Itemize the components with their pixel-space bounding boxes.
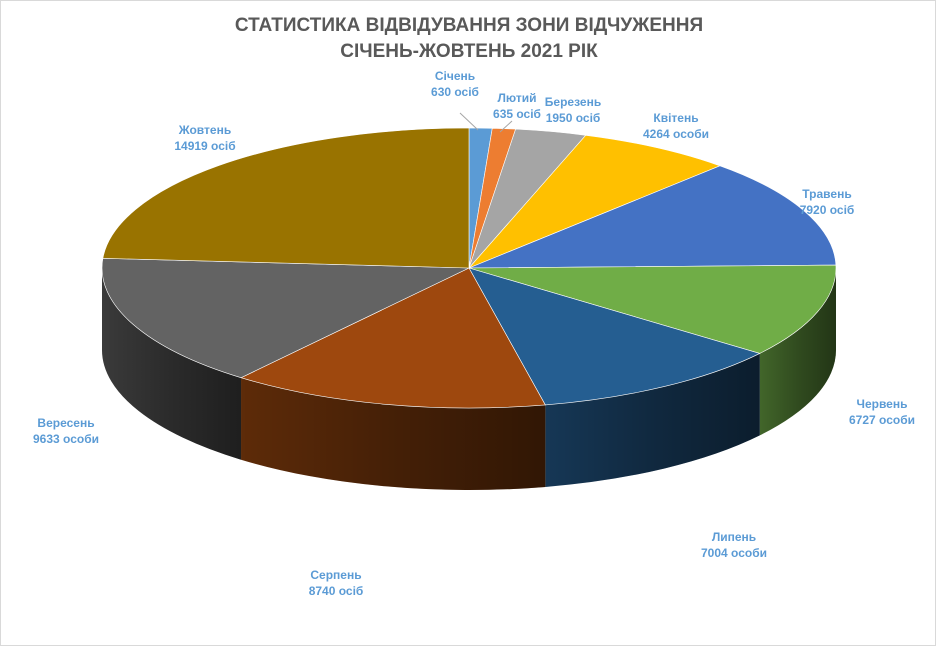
pie-side-shade-6	[545, 353, 760, 487]
pie-slice-Серпень	[240, 267, 546, 409]
pie-slice-Липень	[468, 267, 761, 406]
pie-slice-Травень	[468, 165, 837, 269]
data-label-name: Жовтень	[178, 123, 231, 137]
data-label-value: 14919 осіб	[174, 139, 235, 153]
data-label-value: 7004 особи	[701, 546, 767, 560]
pie-slice-Жовтень	[102, 127, 470, 269]
data-label-name: Вересень	[37, 416, 94, 430]
data-label-name: Лютий	[498, 91, 537, 105]
data-label-value: 635 осіб	[493, 107, 541, 121]
data-label-name: Березень	[545, 95, 601, 109]
data-label-value: 630 осіб	[431, 85, 479, 99]
pie-slice-Вересень	[101, 258, 470, 379]
data-label-name: Травень	[802, 187, 851, 201]
data-label-value: 1950 осіб	[546, 111, 601, 125]
pie-side-shade-7	[241, 377, 546, 490]
data-label-value: 6727 особи	[849, 413, 915, 427]
pie-slice-Червень	[468, 264, 837, 354]
data-label-name: Квітень	[653, 111, 698, 125]
data-label-value: 7920 осіб	[800, 203, 855, 217]
data-label-value: 4264 особи	[643, 127, 709, 141]
data-label-value: 9633 особи	[33, 432, 99, 446]
data-label-name: Червень	[857, 397, 908, 411]
pie-side-shade-8	[101, 268, 242, 460]
leader-line-1	[499, 120, 513, 133]
pie-slice-Квітень	[468, 134, 721, 269]
data-label-name: Січень	[435, 69, 475, 83]
pie-side-shade-5	[759, 268, 836, 436]
leader-line-0	[459, 112, 479, 131]
data-label-value: 8740 осіб	[309, 584, 364, 598]
data-label-name: Липень	[712, 530, 756, 544]
chart-title: СТАТИСТИКА ВІДВІДУВАННЯ ЗОНИ ВІДЧУЖЕННЯ	[234, 15, 704, 36]
data-label-name: Серпень	[310, 568, 361, 582]
chart-subtitle: СІЧЕНЬ-ЖОВТЕНЬ 2021 РІК	[340, 41, 598, 62]
chart-title-block: СТАТИСТИКА ВІДВІДУВАННЯ ЗОНИ ВІДЧУЖЕННЯ …	[1, 13, 936, 65]
